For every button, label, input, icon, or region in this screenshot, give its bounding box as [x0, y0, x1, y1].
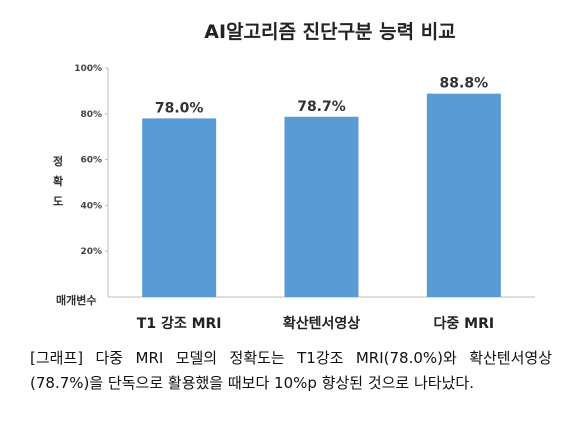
x-axis-title: 매개변수 — [56, 293, 96, 307]
data-label: 78.7% — [297, 99, 346, 115]
x-axis-ticks: T1 강조 MRI 확산텐서영상 다중 MRI — [137, 315, 494, 332]
y-axis-title-char: 도 — [53, 195, 63, 208]
x-tick-label: T1 강조 MRI — [137, 315, 222, 332]
bar — [284, 116, 359, 297]
data-label: 88.8% — [440, 76, 489, 92]
y-tick-label: 80% — [80, 110, 102, 120]
y-axis-ticks: 20% 40% 60% 80% 100% — [74, 64, 108, 257]
y-tick-label: 40% — [80, 201, 102, 211]
y-axis-title-char: 확 — [53, 174, 63, 188]
bars: 78.0% 78.7% 88.8% — [142, 76, 501, 297]
y-tick-label: 20% — [80, 247, 102, 257]
figure-caption: [그래프] 다중 MRI 모델의 정확도는 T1강조 MRI(78.0%)와 확… — [30, 349, 552, 392]
y-axis-title: 정확도 — [53, 154, 63, 208]
y-tick-label: 60% — [80, 156, 102, 166]
x-tick-label: 확산텐서영상 — [283, 315, 360, 332]
x-tick-label: 다중 MRI — [434, 316, 495, 332]
bar-chart: AI알고리즘 진단구분 능력 비교 매개변수 정확도 20% 40% 60% 80% 1… — [53, 21, 535, 332]
y-axis-title-char: 정 — [53, 154, 63, 168]
bar — [142, 118, 217, 297]
chart-title: AI알고리즘 진단구분 능력 비교 — [204, 21, 455, 43]
bar — [426, 93, 501, 297]
y-tick-label: 100% — [74, 64, 102, 74]
data-label: 78.0% — [155, 100, 204, 116]
